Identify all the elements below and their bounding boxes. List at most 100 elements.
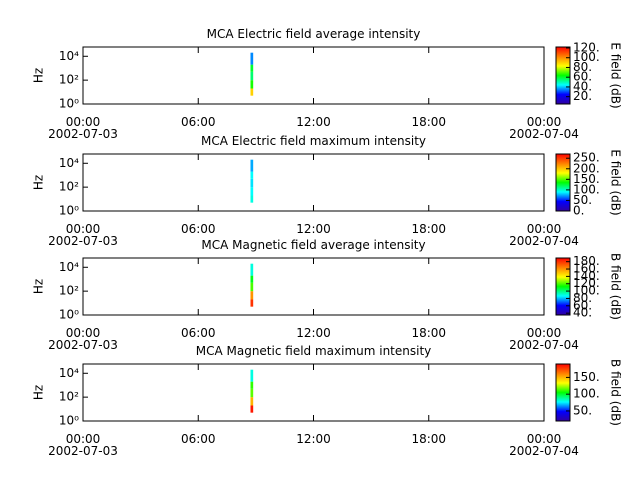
colorbar-tick-label: 150. — [573, 172, 600, 186]
x-date-label: 2002-07-03 — [48, 234, 118, 248]
spectrogram-cell — [250, 178, 254, 188]
spectrogram-cell — [250, 299, 254, 307]
plot-frame — [82, 363, 545, 422]
colorbar-tick-label: 250. — [573, 151, 600, 165]
spectrogram-cell — [250, 159, 254, 172]
colorbar-label: E field (dB) — [609, 42, 623, 108]
spectrogram-cell — [250, 80, 254, 89]
x-tick-label: 00:00 — [527, 115, 562, 129]
x-tick-label: 18:00 — [411, 222, 446, 236]
x-tick-label: 00:00 — [527, 326, 562, 340]
spectrogram-cell — [250, 64, 254, 72]
y-axis-label: Hz — [32, 385, 46, 400]
colorbar — [555, 257, 571, 316]
colorbar-label: B field (dB) — [609, 253, 623, 320]
colorbar-tick-label: 60. — [573, 298, 592, 312]
y-tick-label: 10² — [59, 284, 79, 298]
colorbar-tick-label: 140. — [573, 269, 600, 283]
x-tick-label: 06:00 — [181, 222, 216, 236]
x-date-label: 2002-07-04 — [509, 127, 579, 141]
colorbar-tick-label: 100. — [573, 387, 600, 401]
x-tick-label: 18:00 — [411, 432, 446, 446]
colorbar-tick-label: 150. — [573, 370, 600, 384]
colorbar-tick-label: 50. — [573, 403, 592, 417]
x-date-label: 2002-07-03 — [48, 127, 118, 141]
y-tick-label: 10⁴ — [59, 156, 79, 170]
x-tick-label: 12:00 — [296, 432, 331, 446]
spectrogram-cell — [250, 171, 254, 179]
colorbar-tick-label: 100. — [573, 284, 600, 298]
spectrogram-cell — [250, 282, 254, 292]
spectrogram-cell — [250, 187, 254, 196]
colorbar — [555, 363, 571, 422]
x-tick-label: 12:00 — [296, 115, 331, 129]
y-tick-label: 10² — [59, 180, 79, 194]
plot-frame — [82, 46, 545, 105]
x-tick-label: 00:00 — [527, 432, 562, 446]
x-tick-label: 12:00 — [296, 222, 331, 236]
x-tick-label: 06:00 — [181, 432, 216, 446]
y-tick-label: 10⁴ — [59, 260, 79, 274]
x-date-label: 2002-07-03 — [48, 444, 118, 458]
plot-frame — [82, 153, 545, 212]
spectrogram-cell — [250, 381, 254, 389]
x-tick-label: 00:00 — [66, 115, 101, 129]
y-tick-label: 10⁰ — [59, 97, 79, 111]
x-tick-label: 00:00 — [66, 222, 101, 236]
x-date-label: 2002-07-04 — [509, 338, 579, 352]
panel-title: MCA Electric field maximum intensity — [201, 134, 426, 148]
y-tick-label: 10² — [59, 390, 79, 404]
panel-title: MCA Electric field average intensity — [207, 27, 421, 41]
y-tick-label: 10⁴ — [59, 49, 79, 63]
y-tick-label: 10⁴ — [59, 366, 79, 380]
x-date-label: 2002-07-04 — [509, 444, 579, 458]
colorbar-label: E field (dB) — [609, 149, 623, 215]
spectrogram-cell — [250, 195, 254, 203]
colorbar — [555, 153, 571, 212]
colorbar-tick-label: 20. — [573, 89, 592, 103]
x-tick-label: 06:00 — [181, 115, 216, 129]
x-tick-label: 18:00 — [411, 115, 446, 129]
spectrogram-cell — [250, 275, 254, 283]
colorbar — [555, 46, 571, 105]
colorbar-tick-label: 180. — [573, 254, 600, 268]
x-date-label: 2002-07-03 — [48, 338, 118, 352]
x-tick-label: 12:00 — [296, 326, 331, 340]
spectrogram-cell — [250, 88, 254, 96]
colorbar-tick-label: 120. — [573, 40, 600, 54]
colorbar-tick-label: 200. — [573, 161, 600, 175]
panel-title: MCA Magnetic field average intensity — [201, 238, 425, 252]
colorbar-tick-label: 40. — [573, 79, 592, 93]
panel-title: MCA Magnetic field maximum intensity — [196, 344, 432, 358]
x-tick-label: 00:00 — [66, 326, 101, 340]
y-tick-label: 10⁰ — [59, 414, 79, 428]
plot-frame — [82, 257, 545, 316]
colorbar-tick-label: 80. — [573, 60, 592, 74]
colorbar-tick-label: 50. — [573, 193, 592, 207]
colorbar-tick-label: 120. — [573, 276, 600, 290]
colorbar-tick-label: 100. — [573, 50, 600, 64]
x-tick-label: 06:00 — [181, 326, 216, 340]
spectrogram-cell — [250, 291, 254, 300]
spectrogram-cell — [250, 263, 254, 276]
y-tick-label: 10² — [59, 73, 79, 87]
x-tick-label: 18:00 — [411, 326, 446, 340]
spectrogram-cell — [250, 52, 254, 65]
y-axis-label: Hz — [32, 175, 46, 190]
colorbar-tick-label: 100. — [573, 182, 600, 196]
y-axis-label: Hz — [32, 279, 46, 294]
colorbar-tick-label: 0. — [573, 204, 584, 218]
colorbar-tick-label: 60. — [573, 70, 592, 84]
colorbar-tick-label: 160. — [573, 262, 600, 276]
x-tick-label: 00:00 — [527, 222, 562, 236]
spectrogram-cell — [250, 388, 254, 398]
x-date-label: 2002-07-04 — [509, 234, 579, 248]
colorbar-tick-label: 80. — [573, 291, 592, 305]
y-tick-label: 10⁰ — [59, 204, 79, 218]
spectrogram-cell — [250, 405, 254, 413]
spectrogram-cell — [250, 71, 254, 81]
y-axis-label: Hz — [32, 68, 46, 83]
x-tick-label: 00:00 — [66, 432, 101, 446]
spectrogram-cell — [250, 397, 254, 406]
y-tick-label: 10⁰ — [59, 308, 79, 322]
